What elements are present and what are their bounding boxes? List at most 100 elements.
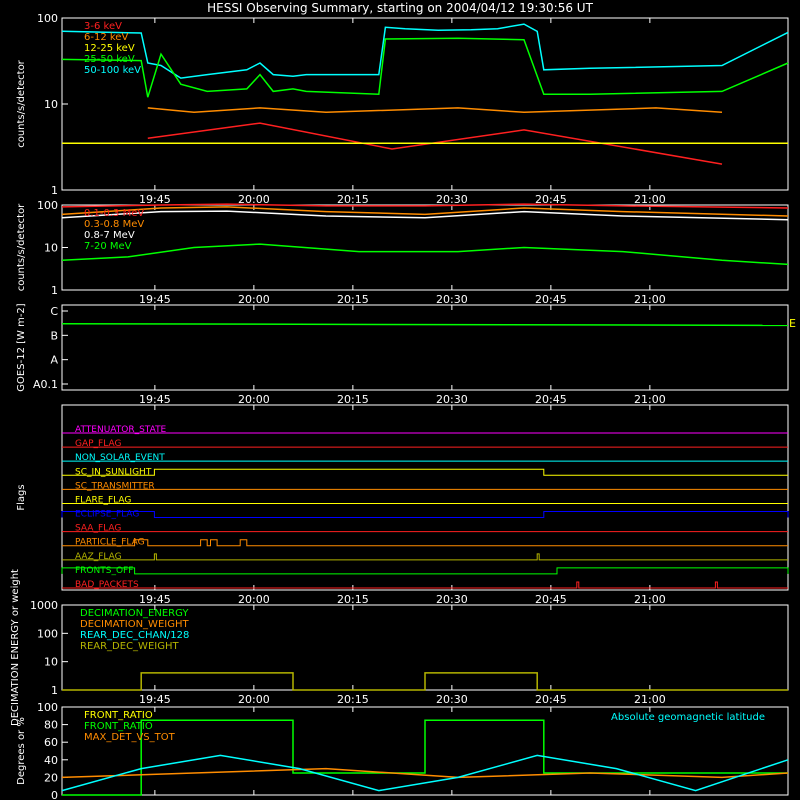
flag-label: ATTENUATOR_STATE — [75, 425, 167, 435]
panel1-xtick-label: 20:45 — [535, 193, 567, 206]
panel6-legend-entry: MAX_DET_VS_TOT — [84, 732, 176, 743]
panel2-xtick-label: 21:00 — [634, 293, 666, 306]
flag-label: SC_IN_SUNLIGHT — [75, 467, 152, 477]
panel2-xtick-label: 20:45 — [535, 293, 567, 306]
panel2-legend-entry: 0.1-0.3 MeV — [84, 208, 144, 219]
panel2-ylabel: counts/s/detector — [16, 203, 27, 291]
panel3-ylabel: GOES-12 [W m-2] — [16, 303, 27, 391]
panel2-ytick-label: 1 — [51, 284, 58, 297]
flag-trace — [61, 511, 789, 519]
panel4-xtick-label: 20:00 — [238, 593, 270, 606]
panel2-series-line — [61, 243, 789, 266]
flag-trace — [62, 581, 788, 589]
panel3-xtick-label: 20:30 — [436, 393, 468, 406]
panel1-xtick-label: 20:15 — [337, 193, 369, 206]
panel1-ytick-label: 10 — [44, 98, 58, 111]
panel2-legend-entry: 0.8-7 MeV — [84, 230, 135, 241]
panel6-series-line — [61, 754, 789, 792]
flag-label: ECLIPSE_FLAG — [75, 510, 139, 520]
panel1-frame — [61, 17, 789, 191]
panel5-legend-entry: REAR_DEC_CHAN/128 — [80, 630, 189, 641]
flag-label: SC_TRANSMITTER — [75, 481, 155, 491]
panel5-ytick-label: 1 — [51, 684, 58, 697]
flag-label: BAD_PACKETS — [75, 580, 139, 590]
flag-label: NON_SOLAR_EVENT — [75, 453, 165, 463]
panel6-ytick-label: 80 — [44, 719, 58, 732]
panel6-frame — [61, 706, 789, 796]
panel5-xtick-label: 21:00 — [634, 693, 666, 706]
panel5-legend-entry: DECIMATION_ENERGY — [80, 608, 189, 619]
panel5-ytick-label: 1000 — [30, 599, 58, 612]
panel5-series-line — [62, 672, 788, 691]
panel4-frame — [61, 404, 789, 591]
panel1-legend-entry: 50-100 keV — [84, 65, 141, 76]
panel2-legend-entry: 0.3-0.8 MeV — [84, 219, 144, 230]
panel5-xtick-label: 20:30 — [436, 693, 468, 706]
panel2-xtick-label: 19:45 — [139, 293, 171, 306]
panel2-xtick-label: 20:30 — [436, 293, 468, 306]
panel2-series-line — [61, 203, 789, 209]
panel5-xtick-label: 20:45 — [535, 693, 567, 706]
panel2-xtick-label: 20:15 — [337, 293, 369, 306]
panel3-ytick-label: A — [50, 354, 58, 367]
panel1-xtick-label: 21:00 — [634, 193, 666, 206]
panel1-ylabel: counts/s/detector — [16, 59, 27, 147]
panel3-ytick-label: A0.1 — [33, 378, 58, 391]
panel6-ytick-label: 0 — [51, 789, 58, 800]
panel5-ytick-label: 10 — [44, 656, 58, 669]
panel2-series-line — [61, 206, 789, 217]
panel1-legend-entry: 25-50 keV — [84, 54, 135, 65]
figure-title: HESSI Observing Summary, starting on 200… — [207, 1, 593, 15]
flag-label: PARTICLE_FLAG — [75, 538, 145, 548]
flag-label: GAP_FLAG — [75, 439, 121, 449]
panel2-ytick-label: 100 — [37, 199, 58, 212]
panel6-ytick-label: 60 — [44, 736, 58, 749]
panel1-ytick-label: 100 — [37, 12, 58, 25]
panel6-ylabel: Degrees or % — [16, 717, 27, 785]
panel5-xtick-label: 20:15 — [337, 693, 369, 706]
panel4-xtick-label: 20:30 — [436, 593, 468, 606]
flag-label: FRONTS_OFF — [75, 566, 133, 576]
panel6-ytick-label: 20 — [44, 771, 58, 784]
panel4-xtick-label: 20:45 — [535, 593, 567, 606]
panel5-ytick-label: 100 — [37, 627, 58, 640]
panel5-legend-entry: REAR_DEC_WEIGHT — [80, 641, 179, 652]
panel1-series-line — [147, 107, 723, 114]
panel3-xtick-label: 20:45 — [535, 393, 567, 406]
panel6-ytick-label: 40 — [44, 754, 58, 767]
panel1-legend-entry: 3-6 keV — [84, 21, 122, 32]
panel4-ylabel: Flags — [16, 484, 27, 510]
panel1-legend-entry: 12-25 keV — [84, 43, 135, 54]
panel1-ytick-label: 1 — [51, 184, 58, 197]
panel6-annotation: Absolute geomagnetic latitude — [611, 712, 765, 723]
panel3-right-label: E — [789, 317, 796, 330]
panel3-xtick-label: 20:15 — [337, 393, 369, 406]
panel4-xtick-label: 19:45 — [139, 593, 171, 606]
panel5-ylabel: DECIMATION ENERGY or weight — [10, 569, 21, 726]
panel3-frame — [61, 304, 789, 391]
panel2-ytick-label: 10 — [44, 242, 58, 255]
flag-label: AAZ_FLAG — [75, 552, 122, 562]
flag-trace — [62, 539, 788, 547]
panel5-xtick-label: 20:00 — [238, 693, 270, 706]
panel5-xtick-label: 19:45 — [139, 693, 171, 706]
flag-trace — [62, 553, 788, 561]
panel1-xtick-label: 20:30 — [436, 193, 468, 206]
flag-trace — [62, 468, 788, 476]
panel2-xtick-label: 20:00 — [238, 293, 270, 306]
panel3-xtick-label: 21:00 — [634, 393, 666, 406]
panel2-legend-entry: 7-20 MeV — [84, 241, 132, 252]
panel1-series-line — [61, 37, 789, 98]
panel3-xtick-label: 19:45 — [139, 393, 171, 406]
panel1-series-line — [147, 122, 723, 165]
panel6-legend-entry: FRONT_RATIO — [84, 710, 153, 721]
panel4-xtick-label: 20:15 — [337, 593, 369, 606]
panel1-legend-entry: 6-12 keV — [84, 32, 128, 43]
panel6-ytick-label: 100 — [37, 701, 58, 714]
panel4-xtick-label: 21:00 — [634, 593, 666, 606]
panel3-xtick-label: 20:00 — [238, 393, 270, 406]
panel3-series-line — [61, 322, 789, 327]
flag-label: FLARE_FLAG — [75, 495, 131, 505]
panel3-ytick-label: C — [50, 305, 58, 318]
